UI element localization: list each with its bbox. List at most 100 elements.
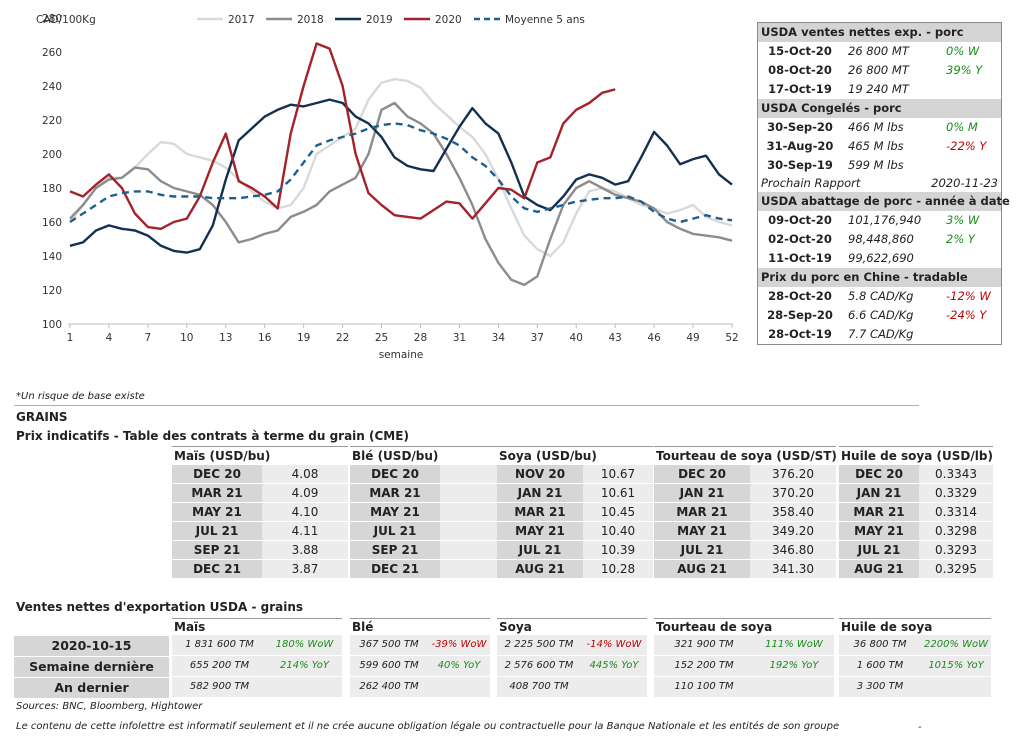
legend-label: Moyenne 5 ans <box>505 14 585 26</box>
x-tick-label: 22 <box>336 332 349 344</box>
row-date: 28-Oct-20 <box>768 289 832 303</box>
x-axis-label: semaine <box>379 349 424 361</box>
legend-label: 2020 <box>435 14 462 26</box>
contract-month: MAY 21 <box>839 522 919 541</box>
contract-price: 10.45 <box>583 503 653 522</box>
contract-price: 10.61 <box>583 484 653 503</box>
export-row: 2 225 500 TM -14% WoW <box>497 635 647 656</box>
side-table-row: 30-Sep-19 599 M lbs <box>758 156 1001 175</box>
futures-row: DEC 20 0.3343 <box>839 465 993 484</box>
futures-row: AUG 21 10.28 <box>497 560 653 579</box>
row-date: 28-Oct-19 <box>768 327 832 341</box>
futures-header: Maïs (USD/bu) <box>172 446 348 465</box>
x-tick-label: 10 <box>180 332 193 344</box>
price-chart: CAD/100Kg 100120140160180200220240260280… <box>36 13 739 361</box>
row-change: 3% W <box>946 213 980 227</box>
y-tick-label: 280 <box>42 13 62 25</box>
contract-month: MAR 21 <box>654 503 750 522</box>
y-axis-label: CAD/100Kg <box>36 14 96 26</box>
x-tick-label: 37 <box>531 332 544 344</box>
export-change: 40% YoY <box>437 660 481 671</box>
row-date: 15-Oct-20 <box>768 44 832 58</box>
contract-price: 0.3298 <box>919 522 993 541</box>
futures-header: Blé (USD/bu) <box>350 446 584 465</box>
futures-block: Huile de soya (USD/lb) DEC 20 0.3343 JAN 21… <box>839 446 993 579</box>
export-volume: 1 600 TM <box>856 660 904 671</box>
export-row-label: Semaine dernière <box>14 657 169 678</box>
export-volume: 1 831 600 TM <box>185 639 254 650</box>
futures-row: SEP 21 3.88 <box>172 541 348 560</box>
contract-price: 4.10 <box>262 503 348 522</box>
contract-price: 0.3343 <box>919 465 993 484</box>
futures-row: NOV 20 10.67 <box>497 465 653 484</box>
y-tick-label: 240 <box>42 81 62 93</box>
row-date: 11-Oct-19 <box>768 251 832 265</box>
row-change: 0% M <box>946 120 978 134</box>
futures-row: AUG 21 341.30 <box>654 560 836 579</box>
export-header: Soya <box>497 618 647 635</box>
next-report-date: 2020-11-23 <box>931 176 998 190</box>
contract-month: DEC 20 <box>172 465 262 484</box>
export-row: 1 831 600 TM 180% WoW <box>172 635 342 656</box>
contract-month: JUL 21 <box>839 541 919 560</box>
export-row: 110 100 TM <box>654 677 834 698</box>
x-tick-label: 25 <box>375 332 388 344</box>
contract-month: MAR 21 <box>839 503 919 522</box>
series-line-2018 <box>69 101 733 287</box>
export-volume: 262 400 TM <box>359 681 419 692</box>
side-table-header: USDA Congelés - porc <box>758 99 1001 118</box>
contract-price: 376.20 <box>750 465 836 484</box>
row-change <box>942 80 1001 99</box>
export-volume: 599 600 TM <box>359 660 419 671</box>
export-change: 111% WoW <box>765 639 823 650</box>
y-tick-label: 160 <box>42 217 62 229</box>
next-report-label: Prochain Rapport <box>761 176 861 190</box>
row-value: 98,448,860 <box>848 232 914 246</box>
contract-price: 341.30 <box>750 560 836 579</box>
side-table-row: 28-Oct-19 7.7 CAD/Kg <box>758 325 1001 344</box>
contract-price: 10.28 <box>583 560 653 579</box>
contract-price: 0.3329 <box>919 484 993 503</box>
x-tick-label: 7 <box>145 332 152 344</box>
x-tick-label: 19 <box>297 332 310 344</box>
x-tick-label: 28 <box>414 332 427 344</box>
export-header: Blé <box>350 618 490 635</box>
row-date: 02-Oct-20 <box>768 232 832 246</box>
x-tick-label: 13 <box>219 332 232 344</box>
export-change <box>267 677 342 697</box>
x-tick-label: 1 <box>67 332 74 344</box>
row-date: 30-Sep-20 <box>767 120 833 134</box>
contract-price: 10.40 <box>583 522 653 541</box>
export-volume: 367 500 TM <box>359 639 419 650</box>
futures-row: DEC 20 4.08 <box>172 465 348 484</box>
row-value: 599 M lbs <box>848 158 904 172</box>
x-tick-label: 43 <box>608 332 621 344</box>
contract-month: JUL 21 <box>654 541 750 560</box>
contract-price: 4.08 <box>262 465 348 484</box>
y-tick-label: 220 <box>42 115 62 127</box>
side-table-row: 31-Aug-20 465 M lbs -22% Y <box>758 137 1001 156</box>
export-volume: 655 200 TM <box>189 660 250 671</box>
futures-row: DEC 21 3.87 <box>172 560 348 579</box>
export-block: Huile de soya 36 800 TM 2200% WoW 1 600 TM 1… <box>839 618 991 698</box>
export-change: 192% YoY <box>769 660 819 671</box>
contract-month: MAR 21 <box>497 503 583 522</box>
contract-month: AUG 21 <box>654 560 750 579</box>
row-change <box>942 249 1001 268</box>
legend-label: 2019 <box>366 14 393 26</box>
contract-month: DEC 21 <box>172 560 262 579</box>
grains-title: GRAINS <box>16 410 68 424</box>
futures-row: MAR 21 358.40 <box>654 503 836 522</box>
futures-header: Soya (USD/bu) <box>497 446 653 465</box>
futures-row: AUG 21 0.3295 <box>839 560 993 579</box>
contract-month: MAY 21 <box>172 503 262 522</box>
futures-header: Huile de soya (USD/lb) <box>839 446 993 465</box>
x-tick-label: 31 <box>453 332 466 344</box>
row-value: 7.7 CAD/Kg <box>848 327 914 341</box>
export-row: 262 400 TM <box>350 677 490 698</box>
export-change <box>581 677 647 697</box>
row-change: 39% Y <box>946 63 983 77</box>
contract-price: 10.67 <box>583 465 653 484</box>
contract-month: JAN 21 <box>839 484 919 503</box>
divider <box>14 405 919 406</box>
